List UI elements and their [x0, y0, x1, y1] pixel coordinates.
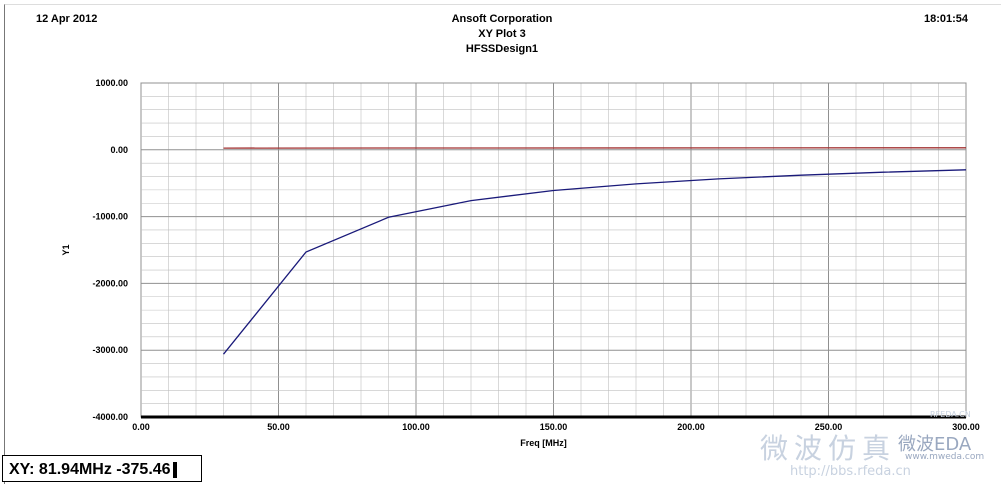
plot-date: 12 Apr 2012 — [36, 13, 98, 25]
y-tick-label: -1000.00 — [92, 212, 128, 222]
y-tick-label: -2000.00 — [92, 278, 128, 288]
watermark-site-cn: 微波仿真 — [760, 432, 897, 465]
x-tick-label: 250.00 — [815, 422, 843, 432]
x-tick-label: 50.00 — [267, 422, 290, 432]
y-tick-label: -3000.00 — [92, 345, 128, 355]
x-tick-label: 100.00 — [402, 422, 430, 432]
company-name: Ansoft Corporation — [451, 13, 553, 25]
x-tick-label: 150.00 — [540, 422, 568, 432]
y-axis-label: Y1 — [61, 244, 71, 255]
y-tick-label: 1000.00 — [95, 78, 128, 88]
y-tick-label: 0.00 — [110, 145, 128, 155]
series-1-line — [222, 169, 967, 355]
design-name: HFSSDesign1 — [465, 43, 539, 55]
cursor-readout: XY: 81.94MHz -375.46 — [2, 455, 202, 482]
x-axis-label: Freq [MHz] — [520, 438, 567, 448]
text-cursor — [172, 461, 177, 478]
y-tick-label: -4000.00 — [92, 412, 128, 422]
x-tick-label: 0.00 — [132, 422, 150, 432]
x-tick-label: 300.00 — [952, 422, 980, 432]
plot-title: XY Plot 3 — [478, 28, 526, 40]
watermark-logo: 微波EDA — [898, 434, 972, 455]
watermark-small: RFEDA.CN — [930, 410, 971, 419]
watermark-url-2: www.mweda.com — [905, 452, 985, 462]
cursor-readout-text: XY: 81.94MHz -375.46 — [9, 461, 171, 478]
plot-frame — [4, 4, 1001, 484]
x-tick-label: 200.00 — [677, 422, 705, 432]
watermark-url-1: http://bbs.rfeda.cn — [790, 464, 911, 479]
plot-time: 18:01:54 — [923, 13, 968, 25]
